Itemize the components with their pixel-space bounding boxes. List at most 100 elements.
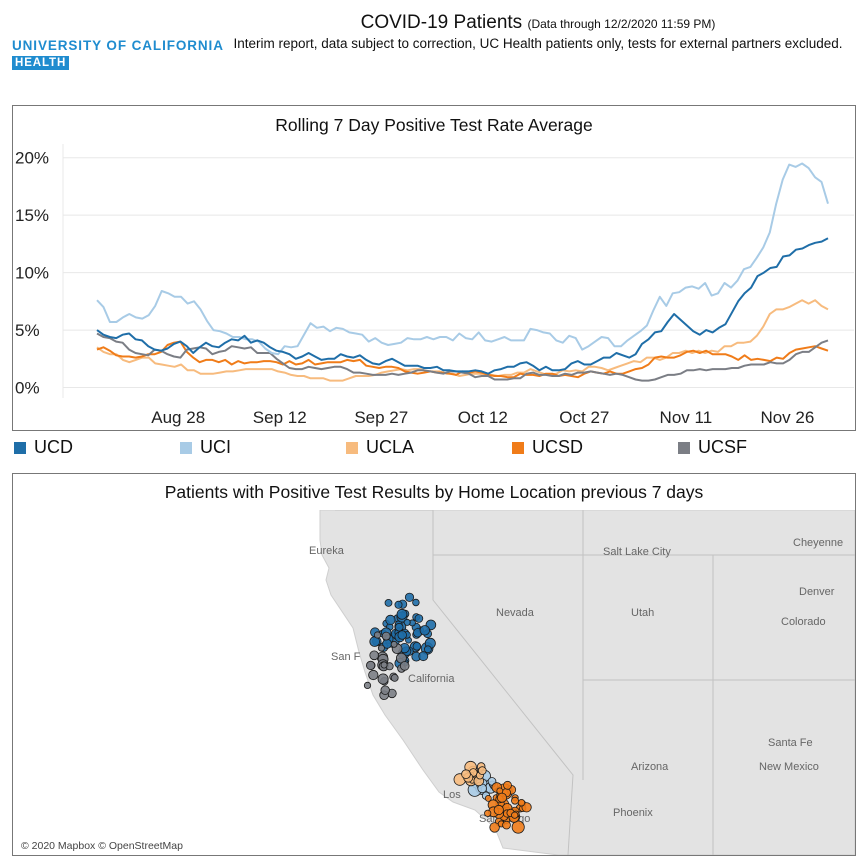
logo-text-top: UNIVERSITY OF CALIFORNIA [12, 38, 224, 53]
map-point-ucla [477, 766, 487, 775]
place-label: Arizona [631, 761, 669, 773]
page-title: COVID-19 Patients (Data through 12/2/202… [218, 12, 858, 35]
legend-swatch-ucla [346, 441, 358, 454]
chart-legend: UCD UCI UCLA UCSD UCSF [14, 437, 854, 461]
map-point-ucd [414, 614, 424, 623]
place-label: California [408, 673, 455, 685]
map-point-ucd [394, 600, 403, 609]
series-line-ucsf [96, 332, 829, 382]
map-point-ucsd [503, 780, 512, 790]
map-point-ucd [397, 630, 407, 640]
data-through-note: (Data through 12/2/2020 11:59 PM) [527, 17, 716, 31]
map-point-ucd [385, 614, 396, 626]
series-line-ucla [96, 299, 829, 382]
x-tick-label: Nov 26 [760, 408, 814, 427]
map-point-ucd [384, 599, 393, 607]
map-point-ucsf [390, 673, 399, 682]
land-area [319, 510, 855, 855]
place-label: Denver [799, 586, 835, 598]
y-tick-label: 0% [15, 379, 40, 398]
map-point-ucsd [511, 820, 525, 834]
map-point-ucsf [399, 661, 410, 671]
map-patient-points [363, 592, 532, 834]
map-point-ucsf [381, 631, 391, 641]
place-label: Colorado [781, 616, 826, 628]
legend-item-ucla[interactable]: UCLA [346, 437, 414, 458]
place-label: Phoenix [613, 807, 653, 819]
map-point-ucsd [484, 809, 492, 817]
map-attribution: © 2020 Mapbox © OpenStreetMap [21, 840, 183, 852]
y-tick-label: 5% [15, 321, 40, 340]
x-tick-label: Oct 12 [458, 408, 508, 427]
map-point-ucsd [511, 796, 519, 805]
legend-swatch-uci [180, 441, 192, 454]
map-point-ucd [419, 625, 431, 636]
legend-label-ucla: UCLA [366, 437, 415, 457]
y-tick-label: 15% [15, 206, 49, 225]
x-axis-ticks: Aug 28 Sep 12 Sep 27 Oct 12 Oct 27 Nov 11 Nov … [151, 408, 814, 427]
place-label: Cheyenne [793, 537, 843, 549]
map-panel: Patients with Positive Test Results by H… [12, 473, 856, 856]
map-point-ucsf [390, 640, 398, 648]
ca-nv-border [335, 510, 574, 855]
uc-health-logo: UNIVERSITY OF CALIFORNIA HEALTH [12, 38, 224, 71]
place-label: Santa Fe [768, 737, 813, 749]
map-point-ucsd [484, 794, 492, 802]
chart-title: Rolling 7 Day Positive Test Rate Average [275, 115, 593, 135]
map-point-ucsf [368, 669, 379, 681]
positive-rate-chart: 0% 5% 10% 15% 20% Aug 28 Sep 12 Sep 27 Oct 12 Oc… [15, 144, 854, 427]
map-point-ucd [412, 642, 422, 651]
x-tick-label: Sep 12 [253, 408, 307, 427]
legend-item-ucd[interactable]: UCD [14, 437, 73, 458]
page-title-text: COVID-19 Patients [360, 12, 523, 33]
map-point-ucd [412, 598, 420, 607]
map-point-ucsf [377, 644, 385, 652]
legend-label-ucd: UCD [34, 437, 73, 457]
state-borders [335, 510, 855, 855]
map-point-ucsd [502, 820, 511, 830]
map-title: Patients with Positive Test Results by H… [164, 482, 704, 502]
map-point-ucla [461, 769, 471, 780]
place-label: Eureka [309, 545, 345, 557]
map-point-ucd [396, 608, 408, 620]
map-point-ucsd [489, 822, 500, 833]
map-point-ucsf [363, 681, 372, 689]
y-tick-label: 10% [15, 264, 49, 283]
place-label: Utah [631, 607, 654, 619]
map-point-ucsd [496, 792, 507, 803]
dashboard-header: COVID-19 Patients (Data through 12/2/202… [218, 12, 858, 52]
legend-label-uci: UCI [200, 437, 231, 457]
series-line-ucd [96, 237, 829, 375]
map-point-ucd [394, 622, 404, 632]
patient-location-map[interactable]: Eureka Salt Lake City Cheyenne Nevada Utah De… [13, 510, 855, 855]
y-axis-ticks: 0% 5% 10% 15% 20% [15, 149, 49, 398]
map-point-ucsf [377, 673, 389, 685]
map-point-ucsd [511, 811, 519, 819]
place-label: New Mexico [759, 761, 819, 773]
place-label: San F [331, 651, 361, 663]
map-point-ucd [418, 651, 429, 662]
legend-item-ucsf[interactable]: UCSF [678, 437, 747, 458]
place-label: Salt Lake City [603, 546, 671, 558]
legend-swatch-ucsd [512, 441, 524, 454]
legend-item-ucsd[interactable]: UCSD [512, 437, 583, 458]
page-subtitle: Interim report, data subject to correcti… [233, 36, 843, 51]
map-point-ucsf [380, 661, 388, 669]
map-point-ucd [404, 592, 415, 602]
map-point-ucd [403, 618, 411, 626]
chart-grid [62, 144, 854, 398]
series-line-uci [96, 162, 829, 356]
legend-label-ucsf: UCSF [698, 437, 747, 457]
place-label: Los [443, 789, 461, 801]
x-tick-label: Sep 27 [354, 408, 408, 427]
x-tick-label: Nov 11 [660, 408, 713, 427]
legend-label-ucsd: UCSD [532, 437, 584, 457]
map-point-ucd [423, 645, 432, 654]
map-point-ucsf [369, 650, 380, 661]
line-chart-panel: Rolling 7 Day Positive Test Rate Average… [12, 105, 856, 431]
legend-swatch-ucsf [678, 441, 690, 454]
map-point-ucsf [373, 631, 382, 639]
legend-swatch-ucd [14, 441, 26, 454]
map-point-ucsf [380, 685, 390, 695]
legend-item-uci[interactable]: UCI [180, 437, 231, 458]
